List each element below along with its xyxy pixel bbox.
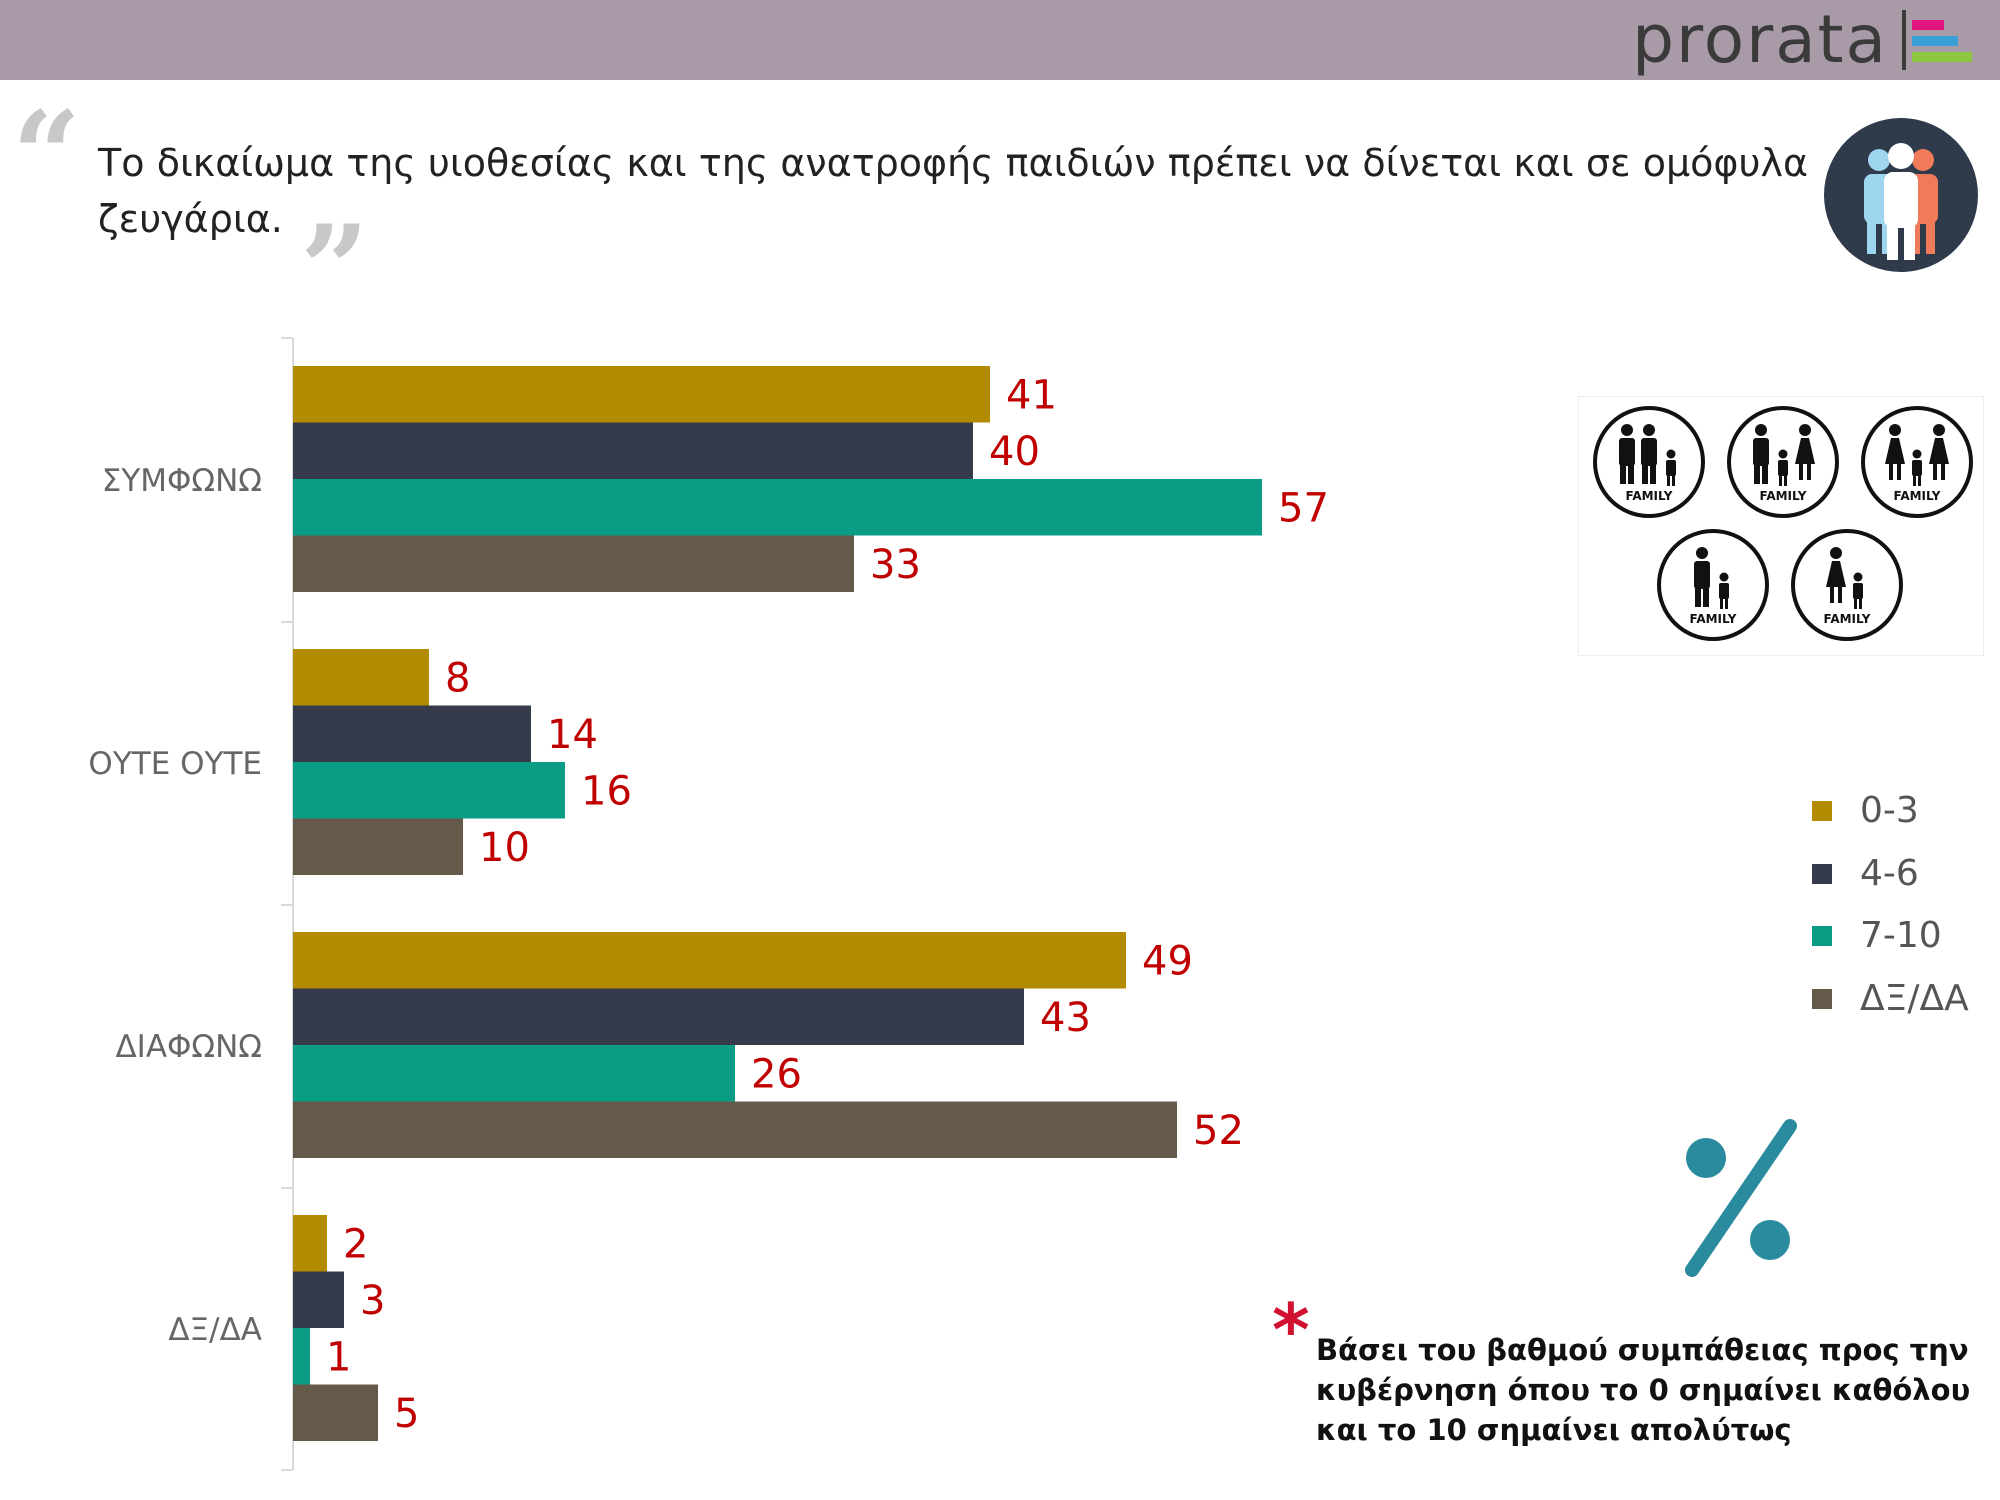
family-icon: FAMILY xyxy=(1727,406,1839,518)
data-label: 57 xyxy=(1278,485,1329,531)
bar xyxy=(293,1045,735,1102)
bar xyxy=(293,932,1126,989)
category-label: ΣΥΜΦΩΝΩ xyxy=(102,463,262,499)
family-icon: FAMILY xyxy=(1657,529,1769,641)
open-quote-icon: “ xyxy=(12,85,82,226)
close-quote-icon: ” xyxy=(300,199,370,340)
bar xyxy=(293,1384,378,1441)
legend-label: ΔΞ/ΔΑ xyxy=(1860,978,1969,1019)
category-label: ΔΙΑΦΩΝΩ xyxy=(115,1029,262,1065)
legend-item: ΔΞ/ΔΑ xyxy=(1812,978,1969,1019)
category-label: ΔΞ/ΔΑ xyxy=(168,1312,262,1348)
legend-swatch xyxy=(1812,863,1832,884)
legend-swatch xyxy=(1812,925,1832,946)
bar xyxy=(293,1271,344,1328)
footnote: Βάσει του βαθμού συμπάθειας προς την κυβ… xyxy=(1316,1333,1971,1447)
header-bar: prorata xyxy=(0,0,2000,80)
bar xyxy=(293,988,1024,1045)
legend-label: 7-10 xyxy=(1860,915,1942,956)
people-group-icon xyxy=(1824,118,1978,272)
svg-text:FAMILY: FAMILY xyxy=(1690,612,1737,626)
data-label: 43 xyxy=(1040,995,1091,1041)
data-label: 33 xyxy=(870,542,921,588)
family-icon: FAMILY xyxy=(1791,529,1903,641)
legend-swatch xyxy=(1812,988,1832,1009)
logo-bars-icon xyxy=(1902,10,1976,70)
family-icon: FAMILY xyxy=(1593,406,1705,518)
legend-item: 4-6 xyxy=(1812,853,1919,894)
data-label: 41 xyxy=(1006,372,1057,418)
bar xyxy=(293,535,854,592)
family-icon: FAMILY xyxy=(1861,406,1973,518)
legend-item: 7-10 xyxy=(1812,915,1942,956)
bar xyxy=(293,705,531,762)
data-label: 40 xyxy=(989,429,1040,475)
svg-text:FAMILY: FAMILY xyxy=(1626,489,1673,503)
data-label: 8 xyxy=(445,655,470,701)
question-title: Το δικαίωμα της υιοθεσίας και της ανατρο… xyxy=(98,141,1808,241)
bar xyxy=(293,818,463,875)
logo-text: prorata xyxy=(1632,1,1888,78)
bar xyxy=(293,1101,1177,1158)
data-label: 1 xyxy=(326,1334,351,1380)
data-label: 49 xyxy=(1142,938,1193,984)
legend-item: 0-3 xyxy=(1812,790,1919,831)
bar xyxy=(293,649,429,706)
legend-label: 4-6 xyxy=(1860,853,1919,894)
data-label: 10 xyxy=(479,825,530,871)
data-label: 14 xyxy=(547,712,598,758)
bar xyxy=(293,479,1262,536)
svg-text:FAMILY: FAMILY xyxy=(1760,489,1807,503)
category-label: ΟΥΤΕ ΟΥΤΕ xyxy=(88,746,262,782)
prorata-logo: prorata xyxy=(1632,0,1976,80)
family-icons: FAMILY FAMILY FAMILY FAMILY FAMILY xyxy=(1578,396,1984,656)
svg-text:FAMILY: FAMILY xyxy=(1824,612,1871,626)
bar xyxy=(293,1215,327,1272)
percent-icon xyxy=(1685,1119,1797,1277)
bar xyxy=(293,1328,310,1385)
data-label: 16 xyxy=(581,768,632,814)
bar xyxy=(293,366,990,423)
asterisk-icon: * xyxy=(1272,1288,1310,1372)
bar xyxy=(293,762,565,819)
legend-label: 0-3 xyxy=(1860,790,1919,831)
data-label: 5 xyxy=(394,1391,419,1437)
data-label: 3 xyxy=(360,1278,385,1324)
svg-text:FAMILY: FAMILY xyxy=(1894,489,1941,503)
bar xyxy=(293,422,973,479)
data-label: 52 xyxy=(1193,1108,1244,1154)
data-label: 26 xyxy=(751,1051,802,1097)
legend-swatch xyxy=(1812,800,1832,821)
data-label: 2 xyxy=(343,1221,368,1267)
